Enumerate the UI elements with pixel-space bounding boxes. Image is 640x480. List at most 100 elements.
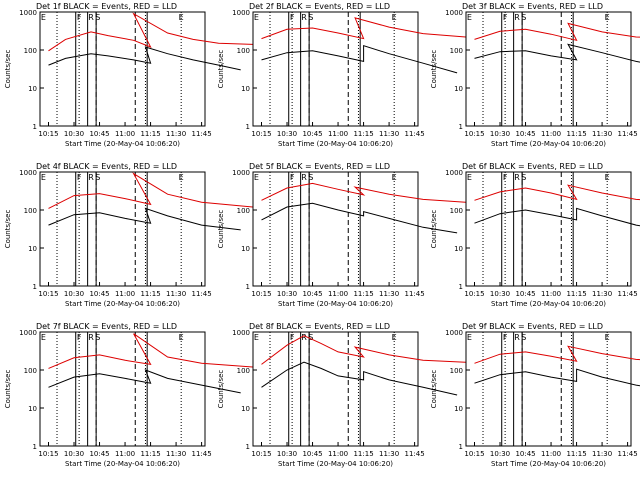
y-tick-label: 1 [246, 283, 250, 291]
x-tick-label: 10:30 [277, 290, 297, 298]
x-tick-label: 11:15 [140, 450, 160, 458]
y-tick-label: 1 [33, 443, 37, 451]
marker-letter: E [179, 173, 184, 182]
y-axis-label: Counts/sec [4, 370, 12, 409]
y-tick-label: 10 [454, 245, 463, 253]
y-tick-label: 10 [454, 85, 463, 93]
marker-letter: E [392, 173, 397, 182]
x-tick-label: 10:45 [515, 450, 535, 458]
x-tick-label: 10:15 [464, 450, 484, 458]
x-tick-label: 10:45 [515, 290, 535, 298]
chart-panel: Det 8f BLACK = Events, RED = LLD 1 10 100 10… [217, 322, 466, 468]
marker-letter: E [254, 13, 259, 22]
x-axis-label: Start Time (20-May-04 10:06:20) [278, 140, 393, 148]
series-events-line [48, 46, 241, 71]
y-tick-label: 10 [28, 85, 37, 93]
series-events-line [261, 202, 458, 234]
x-tick-label: 11:15 [140, 290, 160, 298]
x-axis-label: Start Time (20-May-04 10:06:20) [491, 460, 606, 468]
x-tick-label: 10:45 [89, 130, 109, 138]
y-tick-label: 1 [33, 123, 37, 131]
y-tick-label: 100 [450, 207, 463, 215]
marker-letter: E [254, 333, 259, 342]
chart-panel: Det 5f BLACK = Events, RED = LLD 1 10 100 10… [217, 162, 466, 308]
x-tick-label: 11:30 [166, 130, 186, 138]
marker-letter: F [290, 173, 295, 182]
plot-frame [252, 11, 419, 127]
marker-letter: S [521, 333, 526, 342]
marker-letter: F [77, 333, 82, 342]
plot-frame [39, 11, 206, 127]
x-tick-label: 11:15 [566, 450, 586, 458]
y-axis-label: Counts/sec [430, 370, 438, 409]
chart-panel: Det 4f BLACK = Events, RED = LLD 1 10 100 10… [4, 162, 253, 308]
chart-panel: Det 3f BLACK = Events, RED = LLD 1 10 100 10… [430, 2, 640, 148]
marker-letter: E [467, 13, 472, 22]
x-axis-label: Start Time (20-May-04 10:06:20) [65, 300, 180, 308]
x-tick-label: 10:30 [64, 290, 84, 298]
marker-letter: F [290, 13, 295, 22]
x-tick-label: 11:30 [379, 290, 399, 298]
x-axis-label: Start Time (20-May-04 10:06:20) [278, 300, 393, 308]
x-tick-label: 11:45 [192, 290, 212, 298]
y-tick-label: 100 [24, 207, 37, 215]
marker-letter: S [308, 13, 313, 22]
series-events-line [474, 207, 640, 227]
series-events-line [474, 43, 640, 63]
plot-frame [465, 11, 632, 127]
marker-letter: E [605, 333, 610, 342]
y-tick-label: 10 [454, 405, 463, 413]
series-events-line [261, 45, 458, 74]
marker-letter: E [41, 13, 46, 22]
marker-letter: R [301, 333, 307, 342]
series-events-line [48, 207, 241, 231]
y-tick-label: 100 [450, 367, 463, 375]
y-tick-label: 100 [237, 367, 250, 375]
x-tick-label: 11:45 [405, 450, 425, 458]
x-tick-label: 10:45 [302, 450, 322, 458]
y-tick-label: 1 [459, 443, 463, 451]
x-tick-label: 11:45 [618, 130, 638, 138]
y-tick-label: 1 [459, 283, 463, 291]
x-tick-label: 10:15 [38, 450, 58, 458]
x-tick-label: 10:15 [38, 130, 58, 138]
chart-title: Det 9f BLACK = Events, RED = LLD [462, 322, 603, 331]
x-tick-label: 11:45 [405, 290, 425, 298]
x-tick-label: 11:00 [115, 450, 135, 458]
y-tick-label: 1 [33, 283, 37, 291]
plot-frame [39, 171, 206, 287]
y-axis-label: Counts/sec [4, 210, 12, 249]
x-tick-label: 10:30 [64, 450, 84, 458]
chart-title: Det 5f BLACK = Events, RED = LLD [249, 162, 390, 171]
chart-title: Det 7f BLACK = Events, RED = LLD [36, 322, 177, 331]
x-tick-label: 11:15 [353, 130, 373, 138]
marker-letter: S [308, 173, 313, 182]
x-tick-label: 11:00 [328, 290, 348, 298]
series-lld-line [261, 182, 466, 203]
x-tick-label: 11:15 [566, 130, 586, 138]
y-tick-label: 1000 [19, 9, 37, 17]
marker-letter: E [605, 173, 610, 182]
y-tick-label: 1000 [445, 329, 463, 337]
x-tick-label: 11:30 [166, 450, 186, 458]
y-tick-label: 1 [459, 123, 463, 131]
x-tick-label: 11:45 [405, 130, 425, 138]
y-tick-label: 1000 [232, 169, 250, 177]
x-tick-label: 11:30 [166, 290, 186, 298]
x-tick-label: 10:30 [277, 130, 297, 138]
x-tick-label: 10:15 [464, 290, 484, 298]
chart-panel: Det 1f BLACK = Events, RED = LLD 1 10 100 10… [4, 2, 253, 148]
x-tick-label: 10:45 [89, 450, 109, 458]
marker-letter: E [467, 173, 472, 182]
marker-letter: S [521, 173, 526, 182]
marker-letter: E [41, 173, 46, 182]
y-axis-label: Counts/sec [217, 210, 225, 249]
x-tick-label: 10:15 [464, 130, 484, 138]
y-tick-label: 10 [241, 405, 250, 413]
plot-frame [465, 331, 632, 447]
marker-letter: E [41, 333, 46, 342]
marker-letter: E [179, 13, 184, 22]
series-events-line [48, 369, 241, 394]
x-tick-label: 10:15 [251, 450, 271, 458]
